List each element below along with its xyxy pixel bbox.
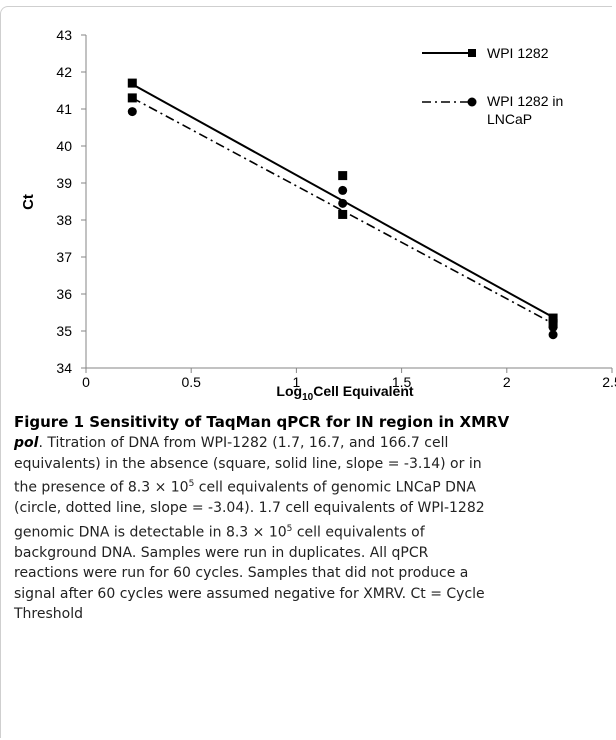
caption-line-3a: the presence of 8.3 × 10 bbox=[14, 480, 189, 496]
caption-pol: pol bbox=[14, 435, 38, 451]
y-tick-label: 37 bbox=[56, 249, 72, 265]
figure-caption: Figure 1 Sensitivity of TaqMan qPCR for … bbox=[14, 412, 612, 624]
y-tick-label: 34 bbox=[56, 360, 72, 376]
circle-point bbox=[128, 107, 137, 116]
caption-line-6: background DNA. Samples were run in dupl… bbox=[14, 545, 428, 561]
circle-point bbox=[338, 186, 347, 195]
square-point bbox=[128, 79, 137, 88]
caption-line-3b: cell equivalents of genomic LNCaP DNA bbox=[194, 480, 476, 496]
y-tick-label: 39 bbox=[56, 175, 72, 191]
legend-square-marker bbox=[468, 49, 476, 57]
y-tick-label: 38 bbox=[56, 212, 72, 228]
y-tick-label: 36 bbox=[56, 286, 72, 302]
caption-line-1: . Titration of DNA from WPI-1282 (1.7, 1… bbox=[38, 435, 448, 451]
y-ticks: 34 35 36 37 38 39 40 41 42 43 bbox=[56, 27, 86, 376]
y-tick-label: 40 bbox=[56, 138, 72, 154]
caption-line-2: equivalents) in the absence (square, sol… bbox=[14, 456, 482, 472]
caption-line-5a: genomic DNA is detectable in 8.3 × 10 bbox=[14, 524, 287, 540]
y-tick-label: 41 bbox=[56, 101, 72, 117]
caption-line-5b: cell equivalents of bbox=[292, 524, 424, 540]
caption-paragraph: Figure 1 Sensitivity of TaqMan qPCR for … bbox=[14, 412, 612, 624]
x-axis-label-rest: Cell Equivalent bbox=[313, 383, 414, 399]
x-tick-label: 0.5 bbox=[181, 374, 201, 390]
x-tick-label: 0 bbox=[82, 374, 90, 390]
circle-point bbox=[338, 199, 347, 208]
square-point bbox=[338, 210, 347, 219]
square-point bbox=[128, 93, 137, 102]
y-tick-label: 42 bbox=[56, 64, 72, 80]
x-tick-label: 2 bbox=[503, 374, 511, 390]
legend: WPI 1282 WPI 1282 in LNCaP bbox=[422, 45, 563, 127]
x-axis-label-log: Log bbox=[276, 383, 302, 399]
legend-label-lncap-line2: LNCaP bbox=[487, 111, 532, 127]
caption-line-8: signal after 60 cycles were assumed nega… bbox=[14, 586, 485, 602]
x-tick-label: 2.5 bbox=[602, 374, 616, 390]
legend-label-lncap-line1: WPI 1282 in bbox=[487, 93, 563, 109]
legend-circle-marker bbox=[468, 98, 477, 107]
y-tick-label: 43 bbox=[56, 27, 72, 43]
x-axis-label-sub: 10 bbox=[302, 392, 314, 403]
square-point bbox=[338, 171, 347, 180]
legend-label-wpi1282: WPI 1282 bbox=[487, 45, 549, 61]
y-axis-label: Ct bbox=[20, 194, 37, 210]
circle-point bbox=[549, 330, 558, 339]
y-tick-label: 35 bbox=[56, 323, 72, 339]
x-axis-label: Log10Cell Equivalent bbox=[276, 383, 413, 403]
caption-line-4: (circle, dotted line, slope = -3.04). 1.… bbox=[14, 500, 485, 516]
caption-line-9: Threshold bbox=[14, 606, 83, 622]
caption-heading: Figure 1 Sensitivity of TaqMan qPCR for … bbox=[14, 413, 509, 431]
caption-line-7: reactions were run for 60 cycles. Sample… bbox=[14, 565, 468, 581]
